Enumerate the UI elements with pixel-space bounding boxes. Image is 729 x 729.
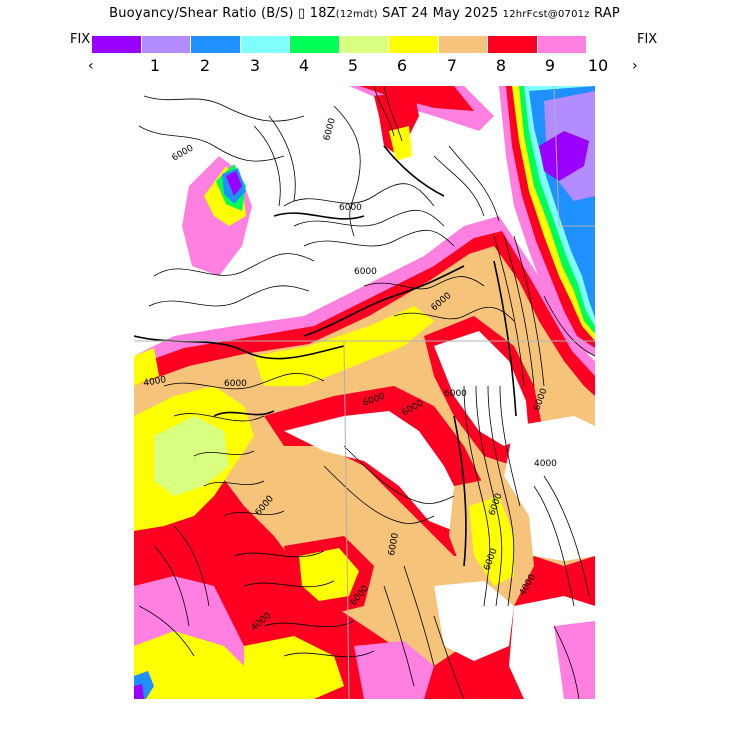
contour-label: 6000 [444,389,467,399]
legend-swatch [438,36,488,53]
legend-swatch [290,36,340,53]
state-borders [134,86,595,699]
contour-lines [138,86,595,699]
legend-swatch [191,36,241,53]
title-local-time: (12mdt) [335,9,378,20]
fix-right-button[interactable]: FIX [637,32,658,47]
contour-label: 6000 [171,143,196,163]
color-legend [92,36,587,53]
legend-tick-label: 7 [446,56,458,75]
map-title: Buoyancy/Shear Ratio (B/S) ▯ 18Z(12mdt) … [0,6,729,21]
legend-swatch [92,36,142,53]
legend-swatch [339,36,389,53]
contour-label: 6000 [224,379,247,389]
contour-label: 4000 [143,375,168,389]
legend-swatch [537,36,587,53]
legend-tick-label: 5 [347,56,359,75]
legend-tick-label: 6 [396,56,408,75]
legend-tick-label: 9 [544,56,556,75]
title-model: RAP [594,6,620,21]
legend-tick-label: 1 [149,56,161,75]
title-date: SAT 24 May 2025 [382,6,499,21]
ratio-map: 6000 6000 6000 6000 6000 4000 6000 6000 6000 6000… [134,86,595,699]
contour-label: 6000 [322,117,338,142]
legend-tick-label: 4 [298,56,310,75]
legend-tick-label: 3 [249,56,261,75]
title-main: Buoyancy/Shear Ratio (B/S) [109,6,294,21]
next-arrow-icon[interactable]: › [632,58,638,74]
contour-lines-thick [134,145,517,567]
legend-swatch [141,36,191,53]
title-run: 12hrFcst@0701z [502,9,590,20]
previous-arrow-icon[interactable]: ‹ [88,58,94,74]
fill-regions [134,86,595,699]
legend-tick-label: 10 [587,56,609,75]
legend-swatch [389,36,439,53]
title-valid-time: 18Z [309,6,336,21]
contour-label: 6000 [387,532,401,557]
legend-tick-label: 2 [199,56,211,75]
fix-left-button[interactable]: FIX [70,32,91,47]
contour-label: 6000 [339,203,362,213]
contour-label: 6000 [354,267,377,277]
title-box-icon: ▯ [298,6,306,21]
contour-label: 4000 [534,459,557,469]
legend-swatch [240,36,290,53]
legend-tick-label: 8 [495,56,507,75]
legend-swatch [488,36,538,53]
